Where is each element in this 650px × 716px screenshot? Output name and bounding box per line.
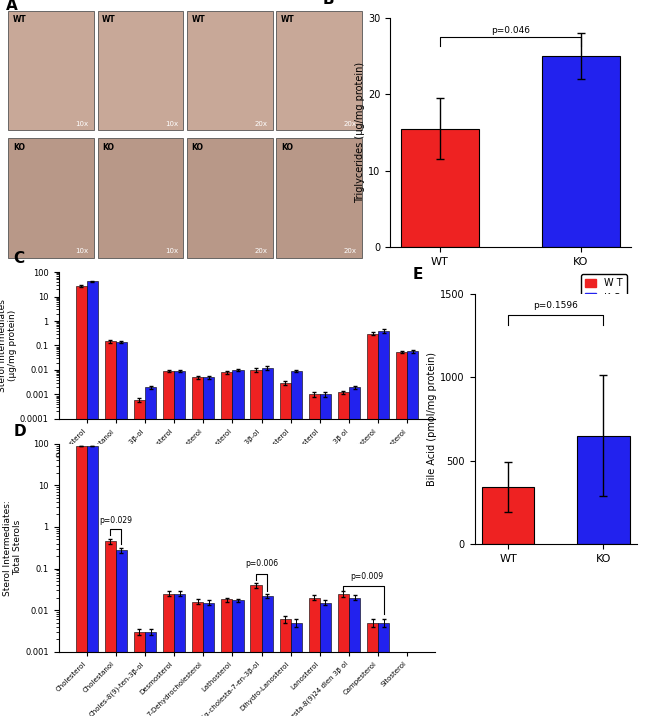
Bar — [98, 11, 183, 130]
Text: WT: WT — [102, 16, 116, 24]
Bar — [338, 392, 349, 716]
Bar — [367, 334, 378, 716]
Text: p=0.046: p=0.046 — [491, 26, 530, 36]
Bar — [261, 596, 272, 716]
Bar — [291, 622, 302, 716]
Text: WT: WT — [281, 16, 294, 24]
Text: 20x: 20x — [344, 248, 357, 253]
Bar — [86, 281, 98, 716]
Bar — [98, 138, 183, 258]
Bar — [250, 585, 261, 716]
Bar — [577, 435, 630, 544]
Legend: W T, K O: W T, K O — [581, 274, 627, 306]
Bar — [320, 395, 331, 716]
Bar — [192, 601, 203, 716]
Bar — [192, 377, 203, 716]
Bar — [222, 599, 233, 716]
Bar — [309, 395, 320, 716]
Text: A: A — [6, 0, 18, 13]
Text: WT: WT — [192, 16, 205, 24]
Bar — [134, 400, 145, 716]
Bar — [145, 632, 156, 716]
Text: 20x: 20x — [255, 248, 268, 253]
Text: 20x: 20x — [255, 120, 268, 127]
Bar — [187, 138, 273, 258]
Bar — [187, 11, 273, 130]
Text: p=0.029: p=0.029 — [99, 516, 133, 525]
Bar — [280, 383, 291, 716]
Text: WT: WT — [13, 16, 27, 24]
Text: p=0.006: p=0.006 — [245, 559, 278, 569]
Bar — [163, 371, 174, 716]
Bar — [276, 11, 362, 130]
Text: KO: KO — [192, 142, 203, 152]
Text: KO: KO — [13, 142, 25, 152]
Bar — [349, 387, 360, 716]
Bar — [145, 387, 156, 716]
Text: KO: KO — [102, 142, 114, 152]
Y-axis label: Sterol Intermediates
(μg/mg protein): Sterol Intermediates (μg/mg protein) — [0, 299, 17, 392]
Text: 10x: 10x — [165, 248, 178, 253]
Bar — [8, 138, 94, 258]
Bar — [276, 138, 362, 258]
Bar — [349, 598, 360, 716]
Bar — [482, 488, 534, 544]
Text: B: B — [322, 0, 334, 7]
Y-axis label: Triglycerides (μg/mg protein): Triglycerides (μg/mg protein) — [355, 62, 365, 203]
Text: KO: KO — [281, 142, 293, 152]
Bar — [250, 370, 261, 716]
Text: C: C — [13, 251, 25, 266]
Bar — [378, 332, 389, 716]
Bar — [75, 286, 86, 716]
Text: 20x: 20x — [344, 120, 357, 127]
Bar — [233, 601, 244, 716]
Bar — [203, 377, 214, 716]
Text: 10x: 10x — [165, 120, 178, 127]
Text: p=0.1596: p=0.1596 — [533, 301, 578, 310]
Bar — [367, 622, 378, 716]
Bar — [320, 603, 331, 716]
Bar — [105, 541, 116, 716]
Text: 10x: 10x — [75, 248, 89, 253]
Bar — [8, 11, 94, 130]
Bar — [401, 129, 478, 247]
Bar — [203, 603, 214, 716]
Bar — [174, 594, 185, 716]
Bar — [86, 446, 98, 716]
Text: 10x: 10x — [75, 120, 89, 127]
Bar — [174, 371, 185, 716]
Bar — [116, 342, 127, 716]
Bar — [338, 594, 349, 716]
Text: D: D — [13, 424, 26, 439]
Bar — [378, 622, 389, 716]
Bar — [222, 372, 233, 716]
Bar — [408, 352, 419, 716]
Bar — [309, 598, 320, 716]
Bar — [396, 352, 408, 716]
Text: p=0.009: p=0.009 — [350, 571, 383, 581]
Bar — [134, 632, 145, 716]
Bar — [163, 594, 174, 716]
Text: E: E — [413, 266, 423, 281]
Bar — [280, 619, 291, 716]
Bar — [233, 370, 244, 716]
Bar — [542, 56, 619, 247]
Bar — [291, 371, 302, 716]
Bar — [75, 446, 86, 716]
Bar — [116, 550, 127, 716]
Y-axis label: Sterol Intermediates:
Total Sterols: Sterol Intermediates: Total Sterols — [3, 500, 22, 596]
Bar — [261, 368, 272, 716]
Y-axis label: Bile Acid (pmol/mg protein): Bile Acid (pmol/mg protein) — [428, 352, 437, 486]
Bar — [105, 341, 116, 716]
